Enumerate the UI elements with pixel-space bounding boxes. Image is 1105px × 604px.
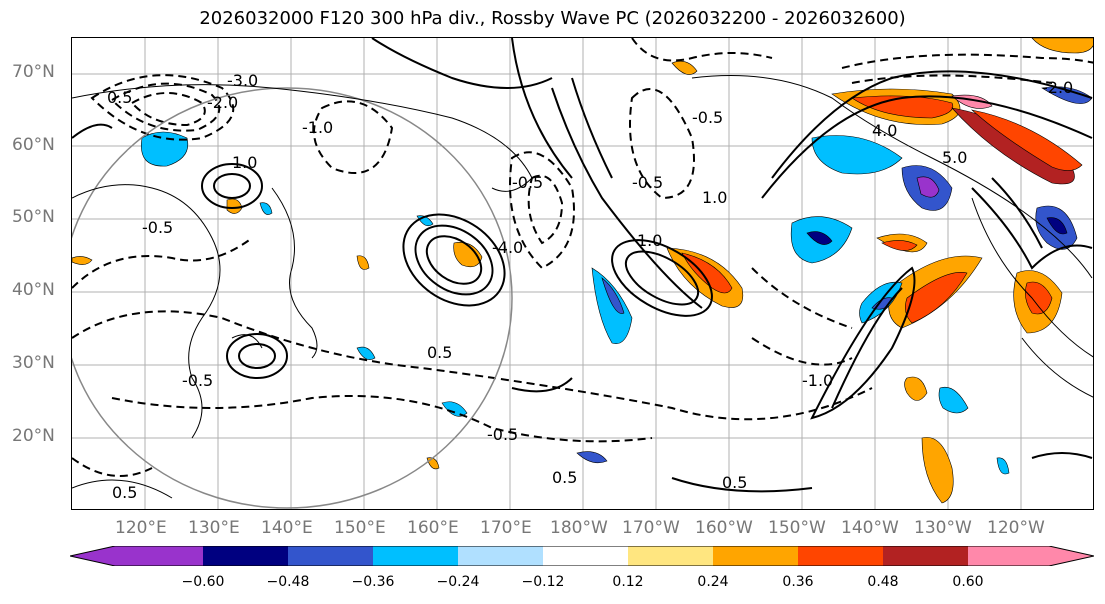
colorbar-bin <box>288 546 373 566</box>
contour-label: -0.5 <box>182 371 213 390</box>
shade-blob <box>591 267 633 345</box>
lat-label-20: 20°N <box>12 426 55 446</box>
shade-blob <box>811 135 903 175</box>
contour-label: 4.0 <box>872 121 897 140</box>
lon-label-150e: 150°E <box>334 518 386 538</box>
shade-blob <box>576 451 608 464</box>
shade-blob <box>140 131 189 167</box>
contour-label: -1.0 <box>802 371 833 390</box>
lon-label-130w: 130°W <box>914 518 972 538</box>
lon-label-130e: 130°E <box>188 518 240 538</box>
colorbar-tick: 0.60 <box>952 574 984 590</box>
lon-label-170w: 170°W <box>622 518 680 538</box>
lon-label-140w: 140°W <box>841 518 899 538</box>
colorbar-bin <box>628 546 713 566</box>
lon-label-120e: 120°E <box>115 518 167 538</box>
colorbar-bin <box>713 546 798 566</box>
shade-blob <box>1025 281 1053 315</box>
contour-label: 0.5 <box>722 473 747 492</box>
contour-label: -0.5 <box>512 173 543 192</box>
contour-label: -3.0 <box>227 71 258 90</box>
shade-blob <box>806 231 833 245</box>
colorbar-bin <box>203 546 288 566</box>
contour-label: -0.5 <box>632 173 663 192</box>
shade-blob <box>921 437 954 504</box>
shade-blob <box>916 176 940 198</box>
shade-blob <box>356 346 376 360</box>
shade-blob <box>601 277 625 314</box>
lat-label-50: 50°N <box>12 207 55 227</box>
map-svg: -3.0 -2.0 0.5 1.0 -0.5 -1.0 -0.5 -4.0 5.… <box>72 38 1093 509</box>
shade-blob <box>881 240 918 251</box>
contour-label: 1.0 <box>232 153 257 172</box>
colorbar <box>70 546 1094 566</box>
shade-blob <box>938 386 969 414</box>
colorbar-tick: −0.60 <box>181 574 225 590</box>
shade-blob <box>1031 38 1093 54</box>
contour-label: -2.0 <box>1042 78 1073 97</box>
contours-negative <box>72 38 1093 477</box>
colorbar-tick: −0.12 <box>521 574 565 590</box>
lon-label-180w: 180°W <box>550 518 608 538</box>
contour-label: 0.5 <box>552 468 577 487</box>
shade-blob <box>671 60 698 75</box>
colorbar-tick: 0.12 <box>612 574 644 590</box>
shade-blob <box>1046 217 1068 235</box>
colorbar-bin <box>70 546 203 566</box>
lon-label-160w: 160°W <box>695 518 753 538</box>
shade-blob <box>226 198 243 214</box>
colorbar-tick: −0.48 <box>266 574 310 590</box>
contour-label: -4.0 <box>492 238 523 257</box>
contour-label: -0.5 <box>692 108 723 127</box>
lon-label-120w: 120°W <box>987 518 1045 538</box>
contour-label: 0.5 <box>107 88 132 107</box>
chart-title: 2026032000 F120 300 hPa div., Rossby Wav… <box>199 8 906 29</box>
lat-label-40: 40°N <box>12 280 55 300</box>
colorbar-bin <box>968 546 1094 566</box>
shade-blob <box>905 272 968 324</box>
lat-label-70: 70°N <box>12 62 55 82</box>
region-circle <box>72 87 513 509</box>
shade-blob <box>996 457 1010 475</box>
contour-label: -1.0 <box>302 118 333 137</box>
colorbar-bin <box>458 546 543 566</box>
colorbar-bin <box>373 546 458 566</box>
colorbar-bin <box>543 546 628 566</box>
shade-blob <box>851 95 954 119</box>
shade-blob <box>970 109 1083 171</box>
coastlines <box>72 75 1093 499</box>
colorbar-tick: −0.36 <box>351 574 395 590</box>
contour-label: -2.0 <box>207 93 238 112</box>
contour-label: 0.5 <box>112 483 137 502</box>
map-panel: -3.0 -2.0 0.5 1.0 -0.5 -1.0 -0.5 -4.0 5.… <box>71 37 1094 510</box>
contour-label: -0.5 <box>142 218 173 237</box>
contour-label: 1.0 <box>637 231 662 250</box>
colorbar-bin <box>798 546 883 566</box>
lon-label-140e: 140°E <box>261 518 313 538</box>
shade-blob <box>356 255 370 270</box>
lat-label-30: 30°N <box>12 353 55 373</box>
colorbar-tick: −0.24 <box>436 574 480 590</box>
shade-blob <box>441 401 468 417</box>
lat-label-60: 60°N <box>12 135 55 155</box>
contour-label: 0.5 <box>427 343 452 362</box>
lon-label-150w: 150°W <box>768 518 826 538</box>
shade-blob <box>453 242 483 268</box>
shade-blob <box>72 256 93 265</box>
contour-label: 5.0 <box>942 148 967 167</box>
contour-label: -0.5 <box>487 425 518 444</box>
shade-blob <box>681 252 733 294</box>
shade-blob <box>904 376 928 401</box>
lon-label-170e: 170°E <box>480 518 532 538</box>
contours-positive <box>72 38 1093 493</box>
colorbar-bin <box>883 546 968 566</box>
colorbar-tick: 0.36 <box>782 574 814 590</box>
shading <box>72 38 1093 504</box>
colorbar-tick: 0.24 <box>697 574 729 590</box>
contour-label: 1.0 <box>702 188 727 207</box>
shade-blob <box>259 202 273 215</box>
lon-label-160e: 160°E <box>407 518 459 538</box>
colorbar-tick: 0.48 <box>867 574 899 590</box>
